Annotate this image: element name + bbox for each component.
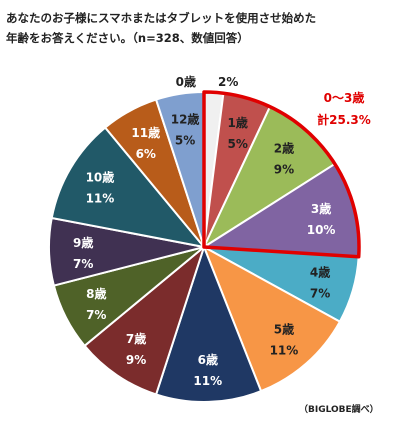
- slice-value-label-2: 9%: [274, 162, 294, 176]
- slice-label-6: 6歳: [198, 352, 218, 367]
- slice-value-label-8: 7%: [86, 308, 106, 322]
- pie-slice-7: [83, 244, 207, 396]
- highlight-label-total: 計25.3%: [317, 112, 371, 127]
- slice-label-5: 5歳: [274, 322, 294, 337]
- slice-value-label-5: 11%: [270, 344, 299, 358]
- slice-value-label-9: 7%: [73, 257, 93, 271]
- slice-label-8: 8歳: [86, 286, 106, 301]
- slice-value-label-4: 7%: [310, 287, 330, 301]
- slice-value-label-3: 10%: [307, 223, 336, 237]
- slice-label-11: 11歳: [131, 125, 160, 140]
- slice-label-4: 4歳: [310, 265, 330, 280]
- pie-slice-10: [50, 126, 207, 249]
- slice-label-0: 0歳: [176, 74, 196, 89]
- pie-slice-5: [202, 244, 342, 393]
- slice-label-3: 3歳: [311, 201, 331, 216]
- slice-value-label-1: 5%: [228, 137, 248, 151]
- slice-label-9: 9歳: [73, 235, 93, 250]
- slice-value-label-7: 9%: [126, 353, 146, 367]
- slice-value-label-10: 11%: [86, 191, 115, 205]
- slice-label-10: 10歳: [86, 169, 115, 184]
- slice-label-2: 2歳: [274, 140, 294, 155]
- slice-value-label-6: 11%: [193, 374, 222, 388]
- source-note: （BIGLOBE調べ）: [299, 405, 379, 415]
- slice-label-1: 1歳: [228, 115, 248, 130]
- slice-value-label-11: 6%: [136, 147, 156, 161]
- slice-label-12: 12歳: [171, 112, 200, 127]
- chart-title: あなたのお子様にスマホまたはタブレットを使用させ始めた 年齢をお答えください。（…: [6, 11, 317, 45]
- pie-slice-6: [154, 244, 263, 403]
- slice-value-label-12: 5%: [175, 134, 195, 148]
- highlight-outline: [202, 90, 361, 259]
- slice-value-label-0: 2%: [218, 75, 238, 89]
- slice-label-7: 7歳: [126, 331, 146, 346]
- highlight-label-range: 0～3歳: [324, 90, 365, 105]
